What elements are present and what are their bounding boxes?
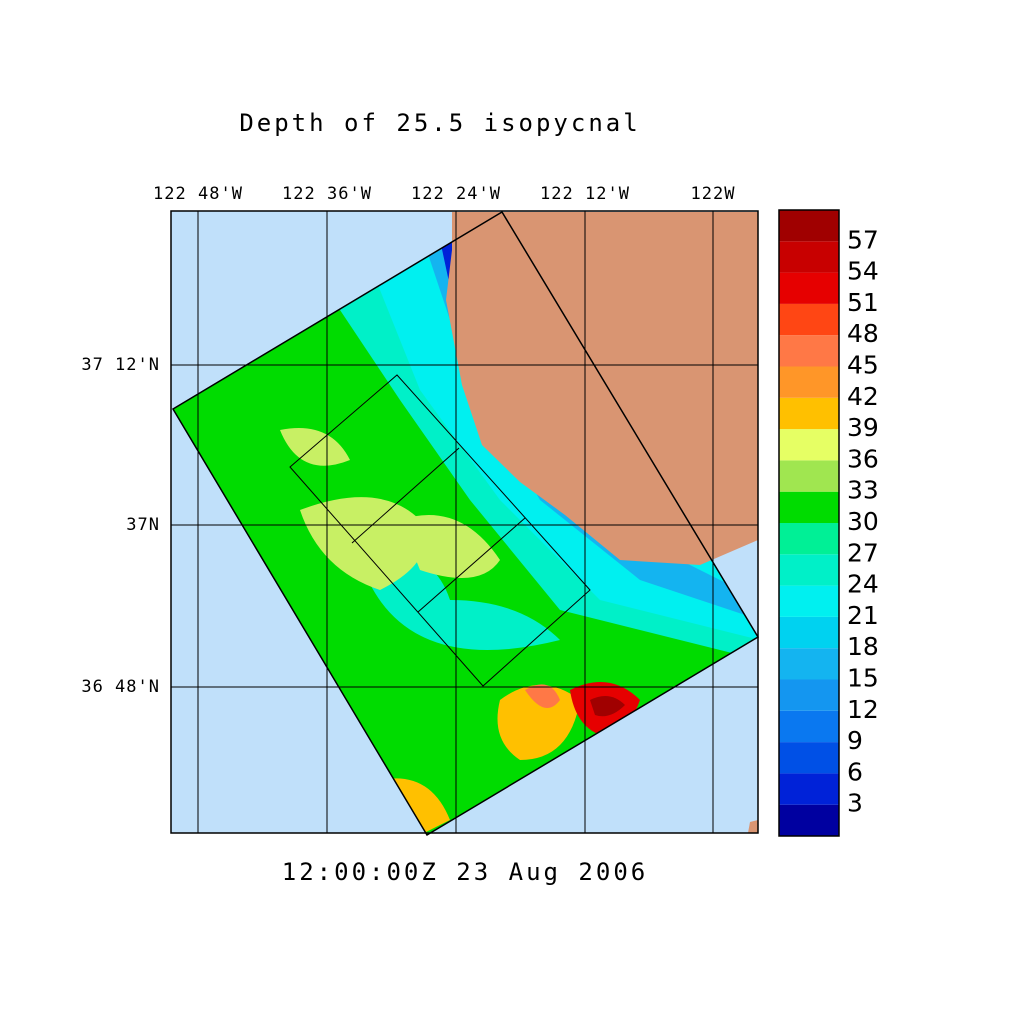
colorbar-band [779,648,839,680]
colorbar-tick-label: 39 [847,413,879,442]
colorbar-band [779,742,839,774]
longitude-label: 122 36'W [282,184,372,204]
longitude-label: 122W [691,184,736,204]
colorbar-tick-label: 42 [847,382,879,411]
colorbar-tick-label: 3 [847,789,863,818]
colorbar-tick-label: 48 [847,319,879,348]
colorbar-tick-label: 6 [847,757,863,786]
longitude-labels: 122 48'W 122 36'W 122 24'W 122 12'W 122W [153,184,736,204]
graticule [171,211,758,833]
colorbar-band [779,679,839,711]
colorbar-tick-label: 15 [847,664,879,693]
colorbar-band [779,491,839,523]
colorbar-band [779,773,839,805]
colorbar-band [779,303,839,336]
subdomain-grid [289,374,591,687]
colorbar-band [779,710,839,743]
colorbar-tick-label: 24 [847,570,879,599]
colorbar-tick-label: 54 [847,257,879,286]
land [748,820,758,833]
colorbar-tick-label: 21 [847,601,879,630]
colorbar-band [779,585,839,617]
colorbar-band [779,616,839,649]
colorbar-band [779,804,839,836]
colorbar-tick-label: 27 [847,538,879,567]
colorbar-band [779,335,839,367]
colorbar-band [779,366,839,398]
colorbar-tick-label: 9 [847,726,863,755]
colorbar-tick-label: 33 [847,476,879,505]
colorbar-tick-label: 36 [847,444,879,473]
colorbar-tick-label: 12 [847,695,879,724]
timestamp: 12:00:00Z 23 Aug 2006 [282,858,648,886]
colorbar-band [779,460,839,492]
colorbar-frame [778,209,840,837]
latitude-label: 36 48'N [81,677,160,697]
land [446,212,758,565]
colorbar-tick-label: 51 [847,288,879,317]
colorbar-band [779,523,839,555]
colorbar-tick-label: 57 [847,225,879,254]
colorbar-band [779,241,839,273]
longitude-label: 122 48'W [153,184,243,204]
colorbar-band [779,272,839,304]
colorbar-band [779,429,839,461]
map-frame [170,210,759,834]
colorbar-tick-label: 18 [847,632,879,661]
colorbar-band [779,554,839,586]
colorbar-band [779,210,839,242]
colorbar-band [779,397,839,430]
map-title: Depth of 25.5 isopycnal [239,109,640,137]
longitude-label: 122 24'W [411,184,501,204]
colorbar-tick-label: 45 [847,351,879,380]
colorbar-tick-label: 30 [847,507,879,536]
latitude-label: 37N [126,515,160,535]
latitude-labels: 37 12'N 37N 36 48'N [81,355,160,697]
latitude-label: 37 12'N [81,355,160,375]
longitude-label: 122 12'W [540,184,630,204]
